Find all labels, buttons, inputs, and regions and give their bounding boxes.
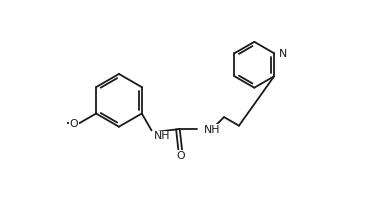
Text: N: N (279, 49, 287, 59)
Text: O: O (176, 151, 185, 161)
Text: NH: NH (153, 131, 170, 141)
Text: NH: NH (204, 125, 221, 135)
Text: O: O (69, 119, 78, 129)
